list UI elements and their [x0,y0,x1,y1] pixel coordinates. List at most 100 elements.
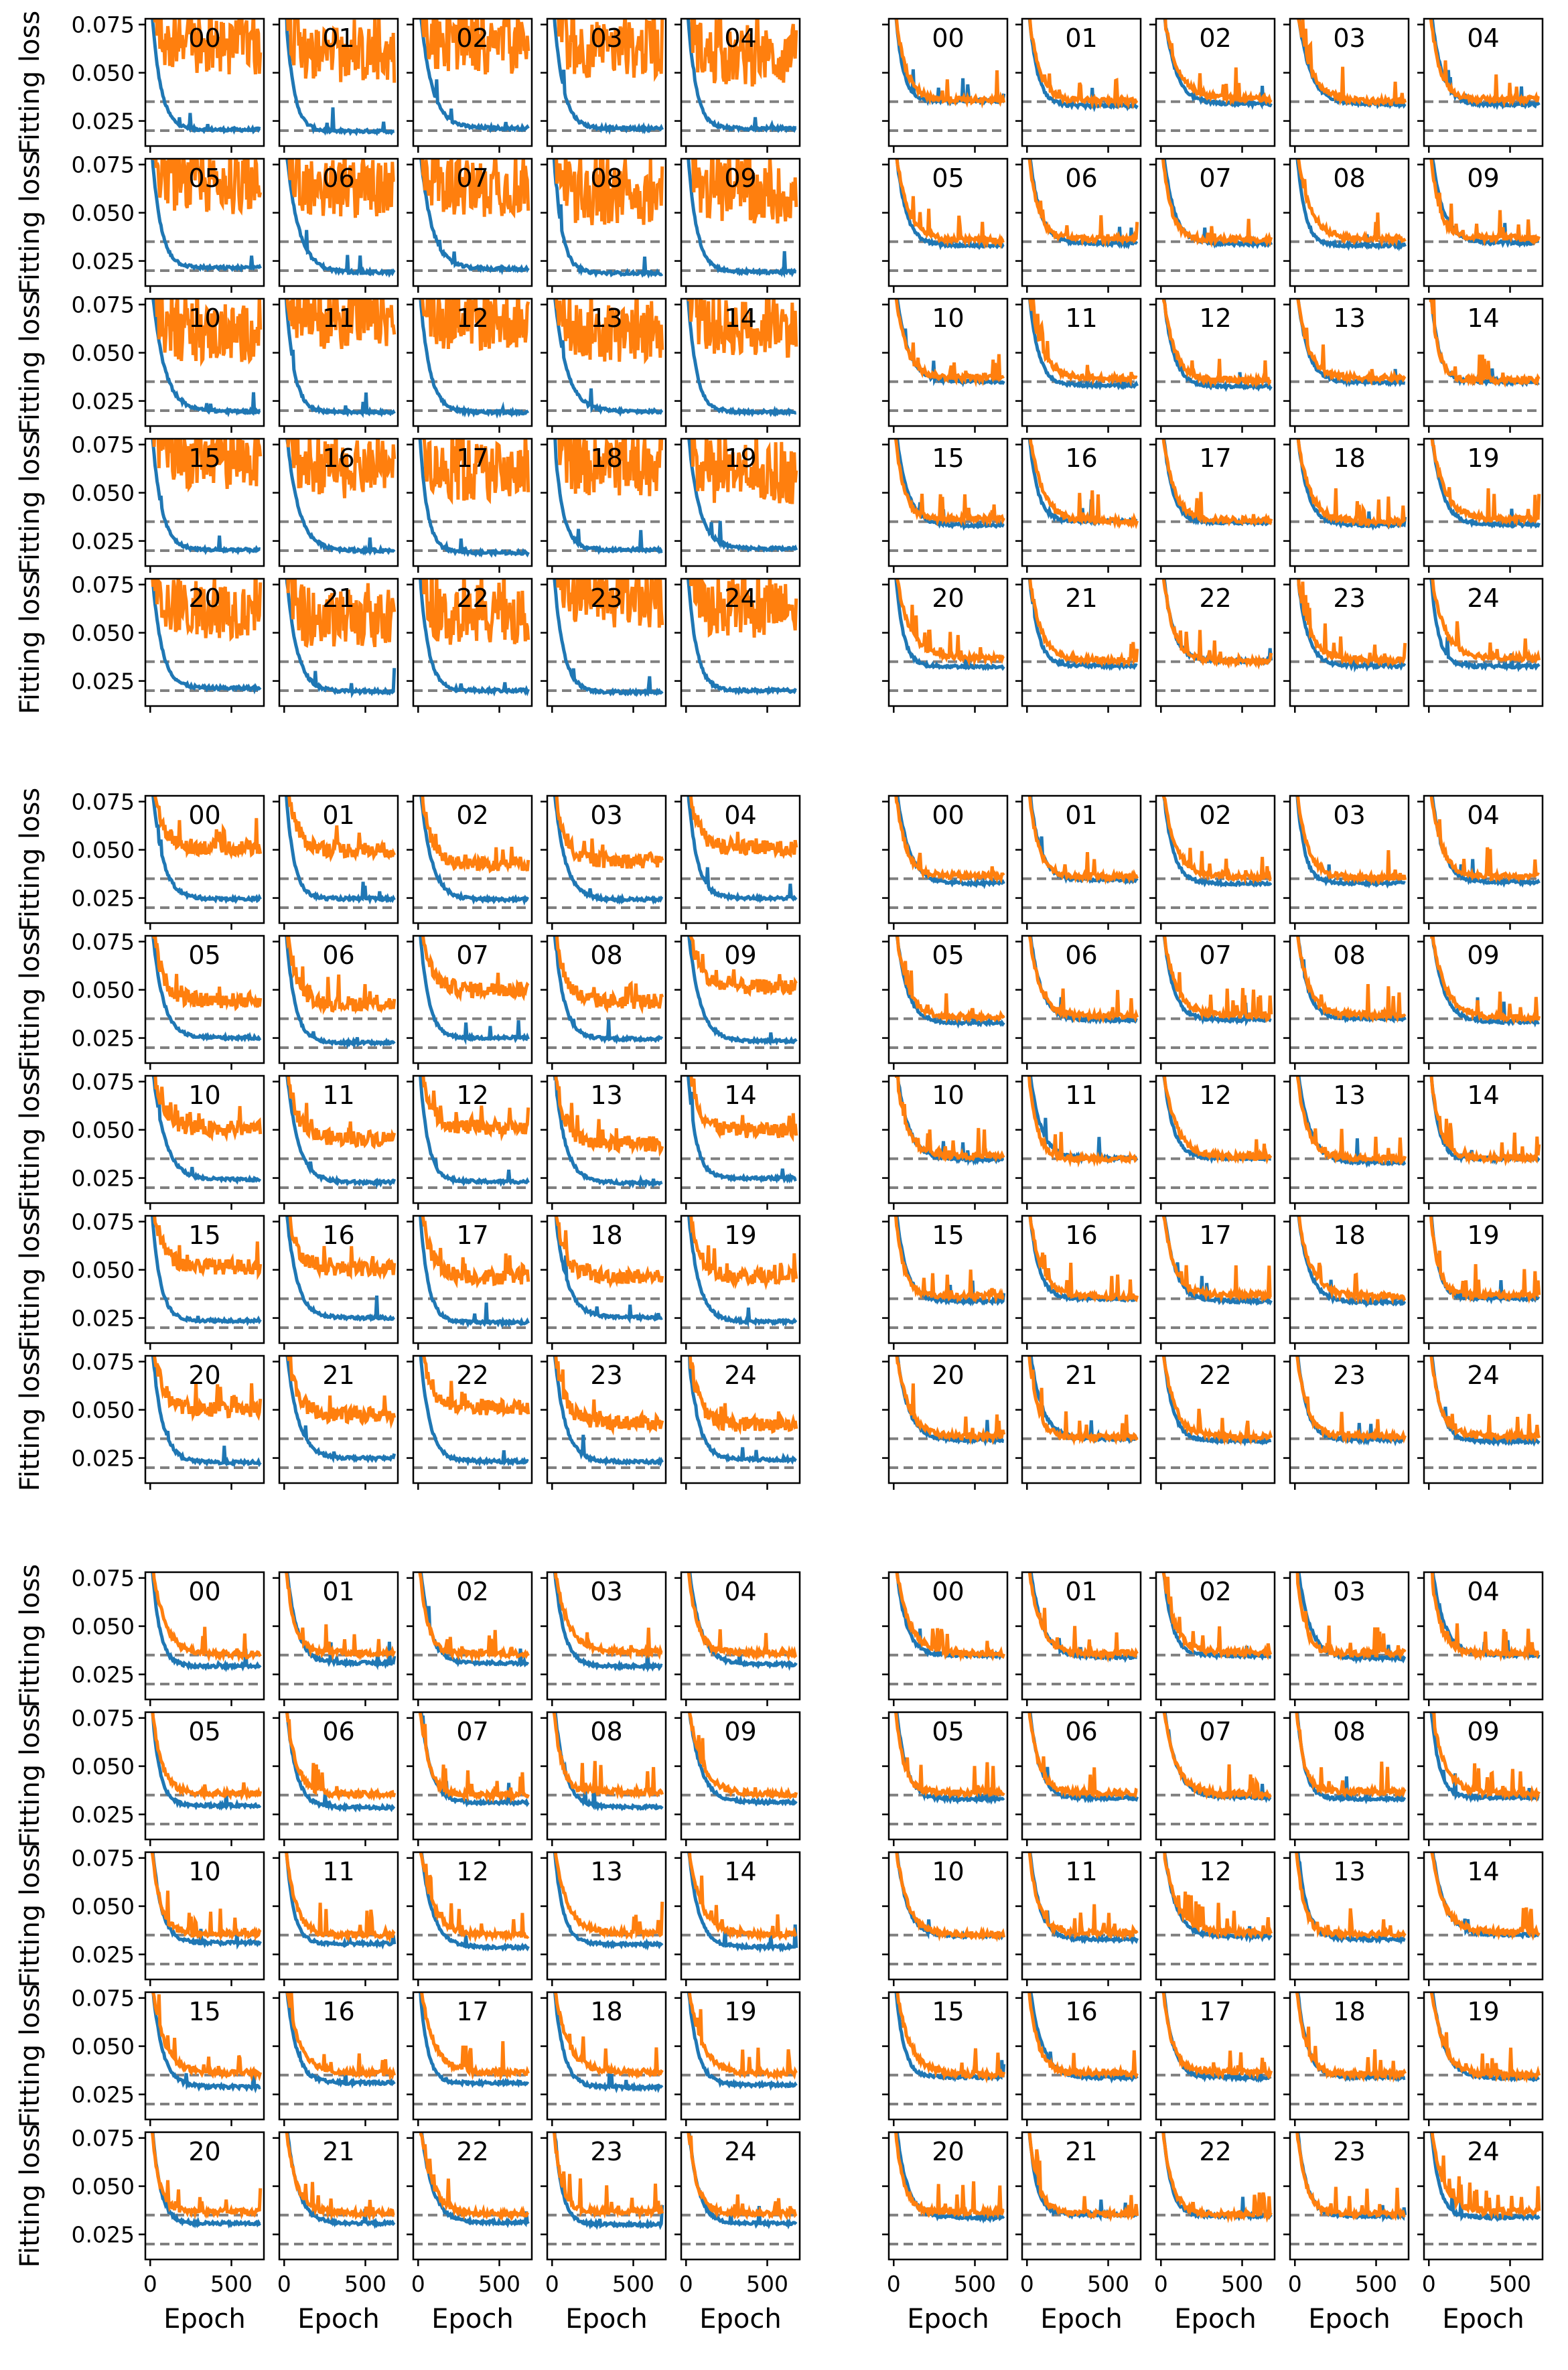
panel-frame [680,1571,801,1701]
panel-1-04 [1424,19,1543,132]
series-a-line [553,439,663,555]
y-tick-label: 0.025 [72,886,135,912]
series-a-line [553,1572,663,1673]
panel-frame [887,794,1009,924]
panel-frame [1289,2131,1410,2261]
series-b-line [151,1712,263,1801]
x-axis-label: Epoch [907,2304,989,2334]
series-b-line [895,1356,1006,1446]
series-b-line [687,1992,798,2082]
panel-1-19 [1424,439,1543,552]
panel-frame [1155,934,1276,1064]
panel-4-06 [279,1712,398,1825]
panel-frame [1021,794,1142,924]
panel-frame [278,1571,399,1701]
panel-label: 19 [724,1221,756,1250]
series-a-line [285,159,396,278]
panel-0-22 [413,579,532,697]
y-tick-label: 0.075 [72,1349,135,1375]
panel-label: 20 [932,1361,964,1390]
panel-4-21 [279,2132,398,2245]
series-a-line [151,1712,262,1811]
panel-label: 22 [1199,1361,1231,1390]
panel-4-09 [681,1712,800,1825]
panel-frame [412,297,533,427]
y-axis-label: Fitting loss [15,1564,46,1707]
series-b-line [286,579,397,648]
x-tick-label: 0 [143,2271,157,2297]
panel-label: 18 [1333,1997,1365,2026]
series-b-line [1429,1216,1541,1304]
x-axis-label: Epoch [1174,2304,1256,2334]
panel-label: 12 [1199,1857,1231,1886]
panel-frame [278,297,399,427]
series-b-line [1296,439,1407,530]
series-b-line [894,439,1005,527]
panel-frame [546,157,667,287]
panel-frame [546,297,667,427]
series-a-line [553,1992,664,2094]
x-tick-label: 0 [1020,2271,1034,2297]
series-b-line [894,19,1006,109]
panel-3-22 [1156,1356,1275,1469]
panel-label: 07 [456,163,488,193]
panel-label: 01 [322,23,354,53]
series-b-line [1163,19,1273,107]
panel-frame [1289,157,1410,287]
panel-frame [278,2131,399,2261]
panel-label: 04 [724,1577,756,1606]
panel-4-23 [547,2132,666,2245]
panel-frame [1423,1354,1544,1484]
series-b-line [689,936,798,997]
series-a-line [151,1572,262,1673]
y-tick-label: 0.050 [72,620,135,646]
panel-4-22 [413,2132,532,2245]
panel-label: 14 [724,303,756,333]
panel-label: 21 [1065,2137,1097,2166]
series-a-line [553,19,664,135]
y-tick-label: 0.050 [72,60,135,86]
y-tick-label: 0.075 [72,2125,135,2152]
series-b-line [1027,936,1139,1024]
panel-label: 06 [322,163,354,193]
panel-frame [1289,1711,1410,1841]
panel-0-01 [279,19,398,137]
series-a-line [553,796,664,905]
y-axis-label: Fitting loss [15,1208,46,1351]
panel-2-15 [145,1216,264,1329]
series-b-line [1297,579,1407,668]
panel-label: 09 [724,163,756,193]
series-a-line [686,19,797,133]
panel-label: 12 [456,1081,488,1110]
panel-frame [412,1354,533,1484]
panel-1-09 [1424,159,1543,272]
panel-label: 19 [1467,1221,1499,1250]
panel-label: 01 [1065,1577,1097,1606]
panel-label: 15 [932,443,964,473]
y-tick-label: 0.075 [72,572,135,598]
series-a-line [285,1992,396,2089]
panel-frame [1021,1851,1142,1981]
series-a-line [1295,159,1407,252]
series-b-line [419,2132,530,2222]
panel-0-00 [145,19,264,135]
series-a-line [554,1216,663,1324]
series-b-line [553,1572,663,1661]
panel-0-07 [413,159,532,275]
panel-2-17 [413,1216,532,1329]
series-a-line [419,1216,530,1329]
series-b-line [687,299,798,358]
series-b-line [151,1572,262,1663]
panel-frame [546,2131,667,2261]
panel-frame [1021,297,1142,427]
series-a-line [151,1852,262,1950]
panel-frame [1289,1991,1410,2121]
series-a-line [285,936,396,1049]
panel-4-02 [413,1572,532,1685]
y-tick-label: 0.075 [72,432,135,458]
panel-label: 07 [456,1717,488,1746]
series-b-line [895,1572,1006,1663]
series-b-line [1028,19,1139,110]
panel-label: 16 [322,1221,354,1250]
y-tick-label: 0.025 [72,1662,135,1688]
